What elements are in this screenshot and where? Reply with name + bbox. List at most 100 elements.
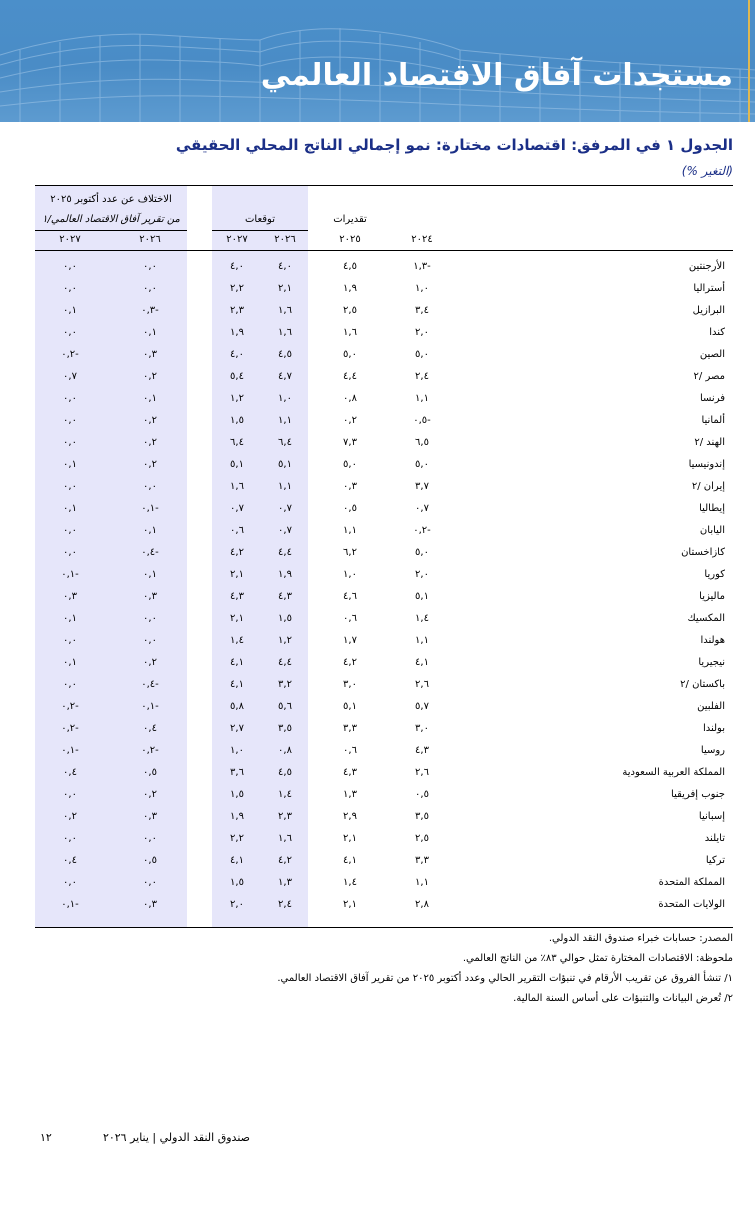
country-name: البرازيل bbox=[692, 305, 725, 316]
value-2024: ٣,٥ bbox=[415, 811, 429, 822]
value-2025: ١,٠ bbox=[343, 569, 357, 580]
diff-2026: ٠,٠ bbox=[143, 283, 157, 294]
projections-band bbox=[212, 186, 308, 927]
country-name: فرنسا bbox=[699, 393, 725, 404]
country-name: إسبانيا bbox=[698, 811, 725, 822]
proj-2027: ١,٥ bbox=[230, 789, 244, 800]
value-2024: -٠,٥ bbox=[413, 415, 431, 426]
diff-2026: ٠,٤ bbox=[143, 723, 157, 734]
proj-2027: ٢,٢ bbox=[230, 283, 244, 294]
value-2025: ٥,١ bbox=[343, 701, 357, 712]
value-2024: ٣,٧ bbox=[415, 481, 429, 492]
proj-2026: ٤,٤ bbox=[278, 547, 292, 558]
proj-2027: ٢,١ bbox=[230, 569, 244, 580]
diff-2027: ٠,٤ bbox=[63, 855, 77, 866]
diff-2026: ٠,١ bbox=[143, 327, 157, 338]
value-2025: ٢,٩ bbox=[343, 811, 357, 822]
proj-2026: ٦,٤ bbox=[278, 437, 292, 448]
year-d2026: ٢٠٢٦ bbox=[139, 234, 161, 245]
diff-2027: ٠,٠ bbox=[63, 547, 77, 558]
value-2024: ١,١ bbox=[415, 877, 429, 888]
value-2024: ٤,٣ bbox=[415, 745, 429, 756]
proj-2026: ٠,٧ bbox=[278, 525, 292, 536]
country-name: المملكة العربية السعودية bbox=[622, 767, 725, 778]
diff-2026: ٠,٠ bbox=[143, 877, 157, 888]
proj-2026: ١,٢ bbox=[278, 635, 292, 646]
value-2024: ٠,٧ bbox=[415, 503, 429, 514]
value-2025: ٠,٣ bbox=[343, 481, 357, 492]
proj-2027: ٤,٢ bbox=[230, 547, 244, 558]
proj-2027: ٢,٧ bbox=[230, 723, 244, 734]
diff-2027: ٠,٠ bbox=[63, 833, 77, 844]
country-name: الفلبين bbox=[697, 701, 725, 712]
diff-2027: ٠,١ bbox=[63, 613, 77, 624]
proj-2026: ٠,٧ bbox=[278, 503, 292, 514]
diff-2027: ٠,٤ bbox=[63, 767, 77, 778]
diff-band bbox=[35, 186, 187, 927]
proj-2027: ٠,٦ bbox=[230, 525, 244, 536]
diff-2027: ٠,٠ bbox=[63, 789, 77, 800]
value-2025: ٠,٦ bbox=[343, 745, 357, 756]
value-2025: ٦,٢ bbox=[343, 547, 357, 558]
year-p2026: ٢٠٢٦ bbox=[274, 234, 296, 245]
diff-2026: ٠,٢ bbox=[143, 657, 157, 668]
value-2024: ٢,٨ bbox=[415, 899, 429, 910]
proj-2026: ١,٩ bbox=[278, 569, 292, 580]
proj-2027: ٢,٢ bbox=[230, 833, 244, 844]
value-2024: ١,١ bbox=[415, 635, 429, 646]
proj-2026: ٢,٤ bbox=[278, 899, 292, 910]
proj-2027: ١,٩ bbox=[230, 811, 244, 822]
country-name: كوريا bbox=[704, 569, 725, 580]
estimates-header: تقديرات bbox=[333, 214, 367, 225]
value-2024: ٣,٣ bbox=[415, 855, 429, 866]
diff-2026: ٠,٣ bbox=[143, 811, 157, 822]
value-2025: ٥,٠ bbox=[343, 459, 357, 470]
diff-2027: ٠,٠ bbox=[63, 415, 77, 426]
table-unit: (التغير %) bbox=[681, 164, 733, 178]
value-2025: ٢,١ bbox=[343, 833, 357, 844]
header-bottom-rule bbox=[35, 250, 733, 251]
proj-2026: ٤,٢ bbox=[278, 855, 292, 866]
proj-2027: ١,٥ bbox=[230, 415, 244, 426]
year-2025: ٢٠٢٥ bbox=[339, 234, 361, 245]
source-note: المصدر: حسابات خبراء صندوق النقد الدولي. bbox=[548, 933, 733, 944]
proj-2026: ٠,٨ bbox=[278, 745, 292, 756]
diff-2027: ٠,١ bbox=[63, 657, 77, 668]
year-d2027: ٢٠٢٧ bbox=[59, 234, 81, 245]
proj-2026: ١,١ bbox=[278, 481, 292, 492]
value-2025: ٢,١ bbox=[343, 899, 357, 910]
value-2024: ٦,٥ bbox=[415, 437, 429, 448]
country-name: المملكة المتحدة bbox=[658, 877, 725, 888]
proj-2027: ٥,٨ bbox=[230, 701, 244, 712]
country-name: المكسيك bbox=[687, 613, 726, 624]
proj-2026: ١,٥ bbox=[278, 613, 292, 624]
proj-2027: ١,٦ bbox=[230, 481, 244, 492]
value-2025: ٤,٣ bbox=[343, 767, 357, 778]
value-2025: ٤,٦ bbox=[343, 591, 357, 602]
country-name: أستراليا bbox=[693, 283, 725, 294]
diff-2027: ٠,٢ bbox=[63, 811, 77, 822]
value-2025: ٠,٨ bbox=[343, 393, 357, 404]
proj-2026: ٢,١ bbox=[278, 283, 292, 294]
proj-2027: ١,٢ bbox=[230, 393, 244, 404]
value-2024: ٣,٠ bbox=[415, 723, 429, 734]
diff-2027: ٠,٠ bbox=[63, 437, 77, 448]
value-2024: ٥,٧ bbox=[415, 701, 429, 712]
proj-2027: ٤,١ bbox=[230, 657, 244, 668]
projections-subrule bbox=[212, 230, 308, 231]
diff-2026: ٠,٠ bbox=[143, 635, 157, 646]
value-2024: ٥,١ bbox=[415, 591, 429, 602]
table-bottom-rule bbox=[35, 927, 733, 928]
value-2025: ٤,٤ bbox=[343, 371, 357, 382]
year-2024: ٢٠٢٤ bbox=[411, 234, 433, 245]
footnote-2: ٢/ تُعرض البيانات والتنبؤات على أساس الس… bbox=[513, 993, 733, 1004]
country-name: تايلند bbox=[704, 833, 725, 844]
value-2024: ٢,٠ bbox=[415, 327, 429, 338]
value-2024: -١,٣ bbox=[413, 261, 431, 272]
value-2025: ١,١ bbox=[343, 525, 357, 536]
proj-2026: ١,٦ bbox=[278, 833, 292, 844]
proj-2027: ٤,٠ bbox=[230, 261, 244, 272]
country-name: تركيا bbox=[705, 855, 725, 866]
country-name: إيران /٢ bbox=[691, 481, 725, 492]
country-name: إيطاليا bbox=[699, 503, 725, 514]
